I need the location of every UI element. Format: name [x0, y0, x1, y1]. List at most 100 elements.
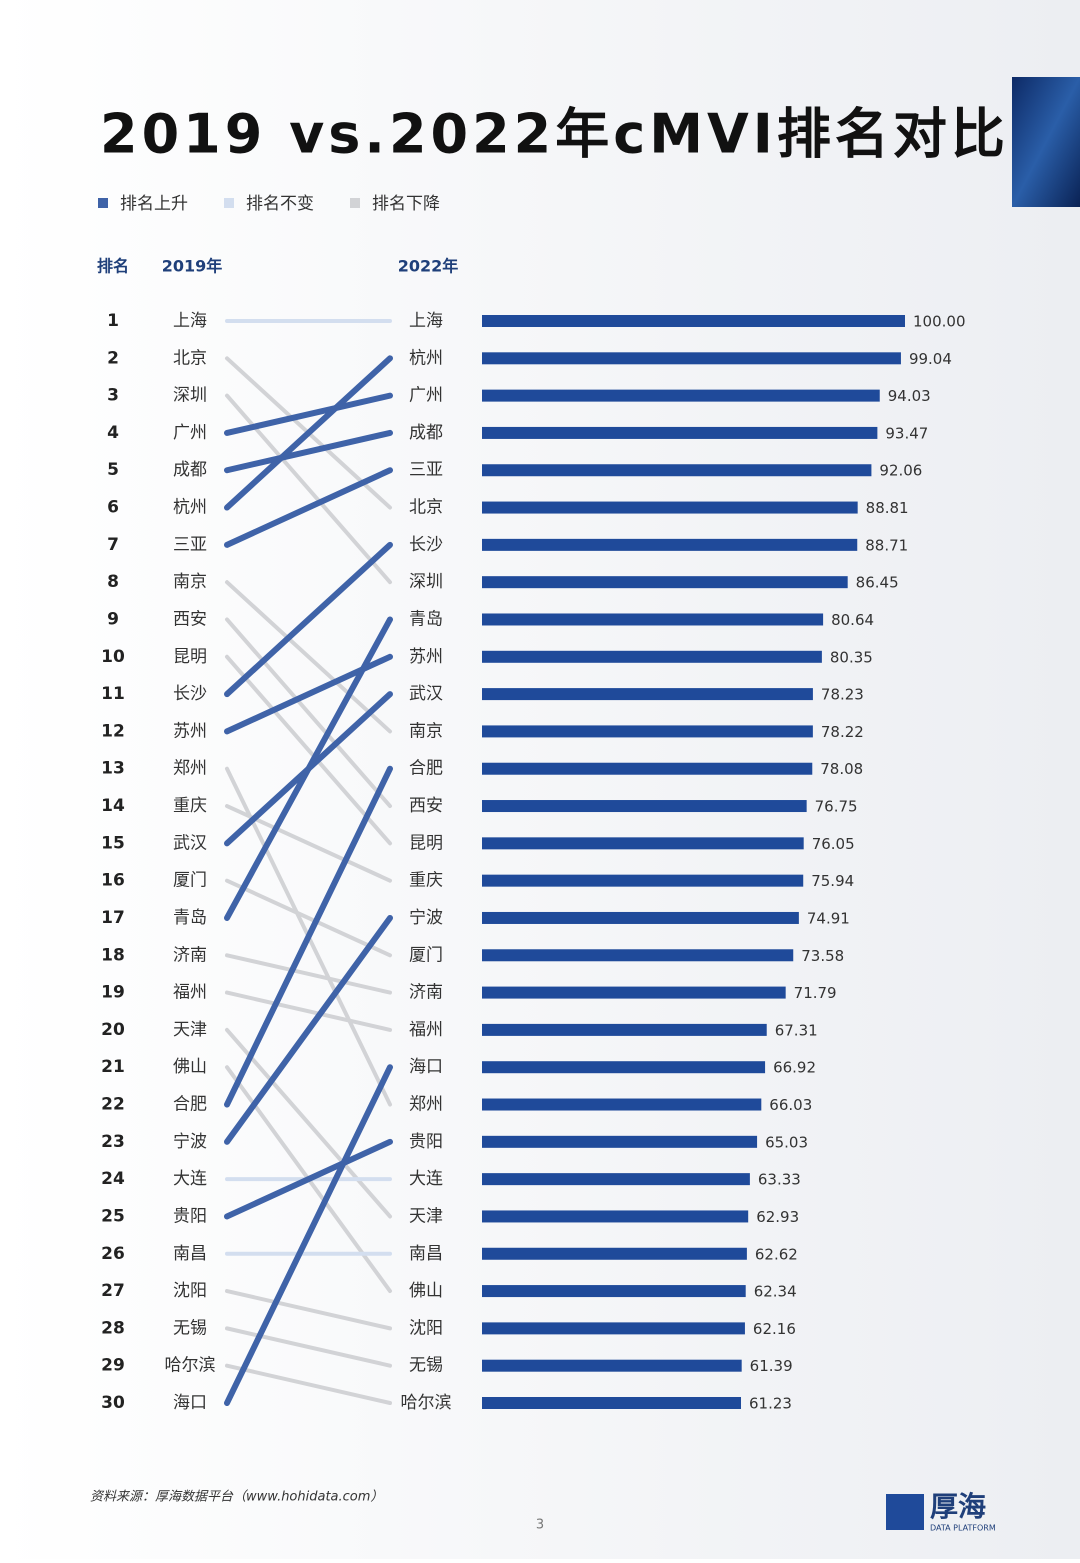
bar	[482, 1322, 745, 1335]
city-2022: 苏州	[409, 647, 443, 667]
value-label: 74.91	[807, 909, 850, 927]
bar	[482, 650, 822, 663]
links	[224, 319, 393, 1406]
bar	[482, 911, 799, 924]
page-number: 3	[536, 1518, 544, 1533]
city-2022: 青岛	[409, 609, 443, 629]
rank: 3	[107, 386, 119, 406]
bar	[482, 1023, 767, 1036]
rank: 14	[101, 796, 125, 816]
value-label: 76.75	[815, 798, 858, 816]
city-2022: 海口	[409, 1057, 443, 1077]
rank-link	[225, 990, 392, 1032]
legend-swatch	[224, 198, 234, 208]
bar	[482, 688, 813, 701]
city-2019: 大连	[173, 1169, 207, 1189]
rank-link	[224, 1064, 393, 1406]
city-2019: 杭州	[173, 498, 207, 518]
rank-link	[225, 617, 392, 809]
city-2022: 武汉	[409, 684, 443, 704]
bar	[482, 352, 901, 365]
city-2019: 济南	[173, 945, 207, 965]
bar	[482, 1359, 742, 1372]
city-2019: 宁波	[173, 1132, 207, 1152]
city-2022: 杭州	[409, 348, 443, 368]
city-2019: 佛山	[173, 1057, 207, 1077]
value-label: 99.04	[909, 350, 952, 368]
city-2022: 无锡	[409, 1356, 443, 1376]
bar	[482, 315, 905, 327]
value-label: 94.03	[888, 387, 931, 405]
city-2019: 无锡	[173, 1318, 207, 1338]
city-2022: 深圳	[409, 572, 443, 592]
value-label: 65.03	[765, 1133, 808, 1151]
bar	[482, 837, 804, 850]
rank: 10	[101, 647, 125, 667]
city-2019: 厦门	[173, 871, 207, 891]
city-2019: 广州	[173, 423, 207, 443]
rank: 22	[101, 1095, 125, 1115]
corner-image	[1012, 77, 1080, 207]
value-label: 76.05	[812, 835, 855, 853]
city-2019: 武汉	[173, 833, 207, 853]
value-label: 80.35	[830, 648, 873, 666]
rank: 11	[101, 684, 125, 704]
value-label: 62.62	[755, 1245, 798, 1263]
value-label: 78.22	[821, 723, 864, 741]
source: 资料来源：厚海数据平台（www.hohidata.com）	[90, 1489, 383, 1505]
rank: 17	[101, 908, 125, 928]
bar	[482, 501, 858, 514]
city-2022: 上海	[409, 311, 443, 331]
rank-link	[224, 392, 393, 436]
value-label: 67.31	[775, 1021, 818, 1039]
bar	[482, 1247, 747, 1260]
rank: 7	[107, 535, 119, 555]
bar	[482, 1397, 742, 1409]
bar	[482, 389, 880, 402]
value-label: 88.71	[865, 536, 908, 554]
rank: 9	[107, 609, 119, 629]
city-2022: 西安	[409, 796, 443, 816]
year-header: 2019年	[162, 257, 223, 276]
rank-link	[224, 541, 393, 698]
rank: 18	[101, 945, 125, 965]
bar	[482, 538, 858, 551]
bar	[482, 1210, 749, 1223]
value-label: 88.81	[866, 499, 909, 517]
rank: 4	[107, 423, 119, 443]
rank-link	[224, 355, 393, 511]
rank-link	[224, 1138, 393, 1220]
city-2022: 大连	[409, 1169, 443, 1189]
logo-name: 厚海	[930, 1490, 986, 1523]
city-2019: 南昌	[173, 1244, 207, 1264]
city-2022: 宁波	[409, 908, 443, 928]
value-label: 62.93	[756, 1208, 799, 1226]
city-2022: 天津	[409, 1206, 443, 1226]
value-label: 62.16	[753, 1320, 796, 1338]
rank: 29	[101, 1356, 125, 1376]
bar	[482, 725, 813, 738]
rank: 13	[101, 759, 125, 779]
rank-link	[225, 1363, 392, 1405]
city-2019: 北京	[173, 348, 207, 368]
bar	[482, 426, 878, 439]
logo-icon	[886, 1494, 924, 1530]
rank: 30	[101, 1393, 125, 1413]
city-2019: 郑州	[173, 759, 207, 779]
city-2022: 三亚	[409, 460, 443, 480]
city-2022: 沈阳	[409, 1318, 443, 1338]
legend-label: 排名下降	[372, 194, 440, 214]
bar	[482, 1173, 750, 1186]
value-label: 66.92	[773, 1059, 816, 1077]
value-label: 62.34	[754, 1283, 797, 1301]
value-label: 93.47	[885, 424, 928, 442]
city-2022: 南昌	[409, 1244, 443, 1264]
year-header: 2022年	[398, 257, 459, 276]
legend-label: 排名上升	[120, 194, 188, 214]
city-2019: 合肥	[173, 1095, 207, 1115]
bar	[482, 949, 794, 962]
value-label: 61.39	[750, 1357, 793, 1375]
rank-link	[225, 1027, 392, 1219]
city-2019: 沈阳	[173, 1281, 207, 1301]
rank: 27	[101, 1281, 125, 1301]
